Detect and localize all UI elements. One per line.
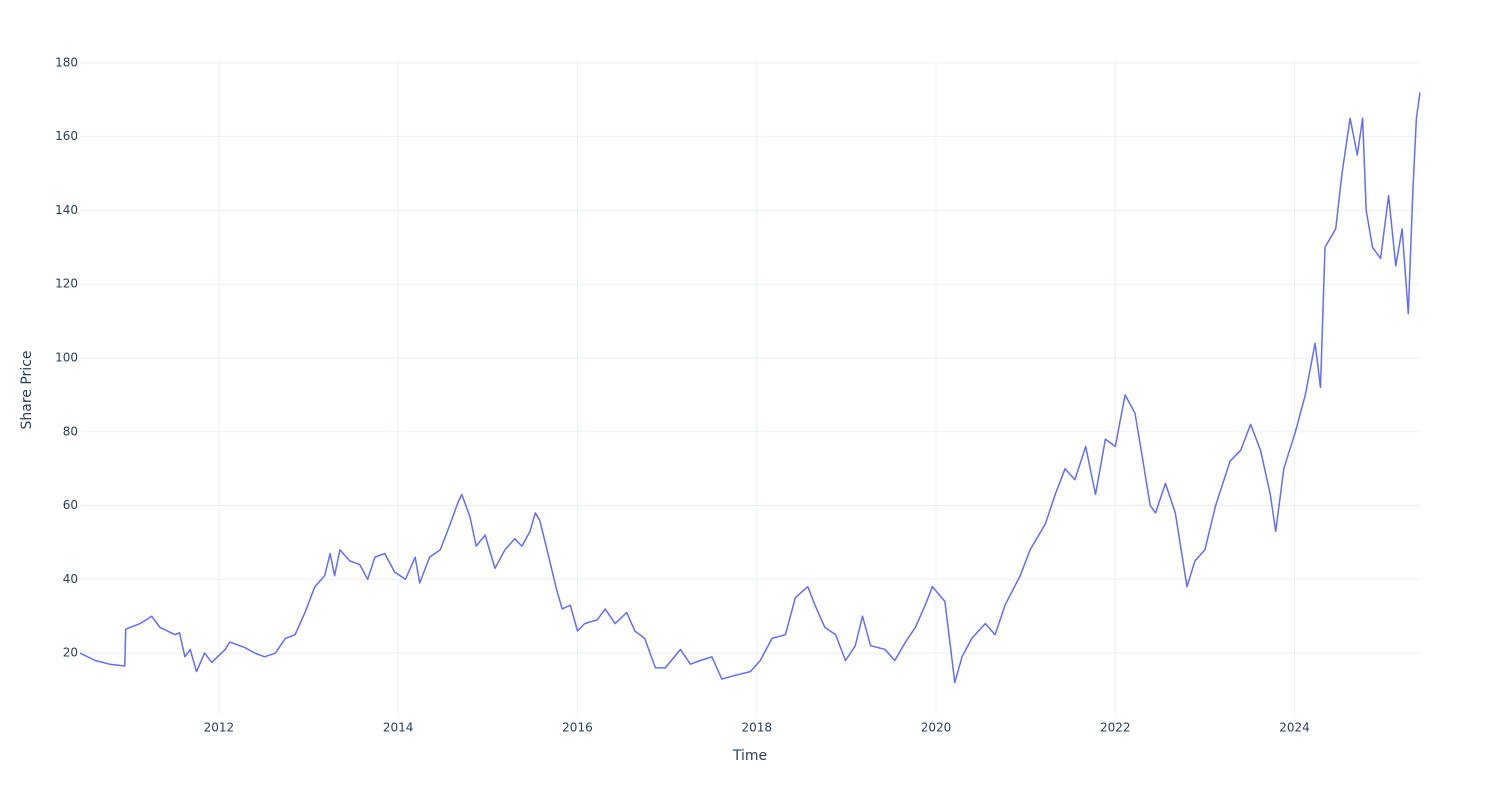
x-tick-label: 2022 — [1100, 721, 1131, 735]
x-tick-label: 2024 — [1279, 721, 1310, 735]
x-tick-label: 2014 — [383, 721, 414, 735]
y-tick-label: 160 — [55, 129, 78, 143]
x-tick-label: 2012 — [204, 721, 235, 735]
y-tick-label: 180 — [55, 55, 78, 69]
x-tick-label: 2018 — [741, 721, 772, 735]
y-tick-label: 40 — [63, 572, 78, 586]
price-line — [79, 92, 1421, 684]
y-tick-label: 60 — [63, 498, 78, 512]
y-tick-label: 100 — [55, 350, 78, 364]
y-tick-label: 120 — [55, 277, 78, 291]
y-axis-title: Share Price — [19, 350, 35, 429]
y-tick-label: 20 — [63, 646, 78, 660]
x-axis-title: Time — [732, 748, 767, 764]
x-tick-label: 2016 — [562, 721, 593, 735]
y-tick-label: 80 — [63, 424, 78, 438]
x-tick-label: 2020 — [921, 721, 952, 735]
y-tick-label: 140 — [55, 203, 78, 217]
